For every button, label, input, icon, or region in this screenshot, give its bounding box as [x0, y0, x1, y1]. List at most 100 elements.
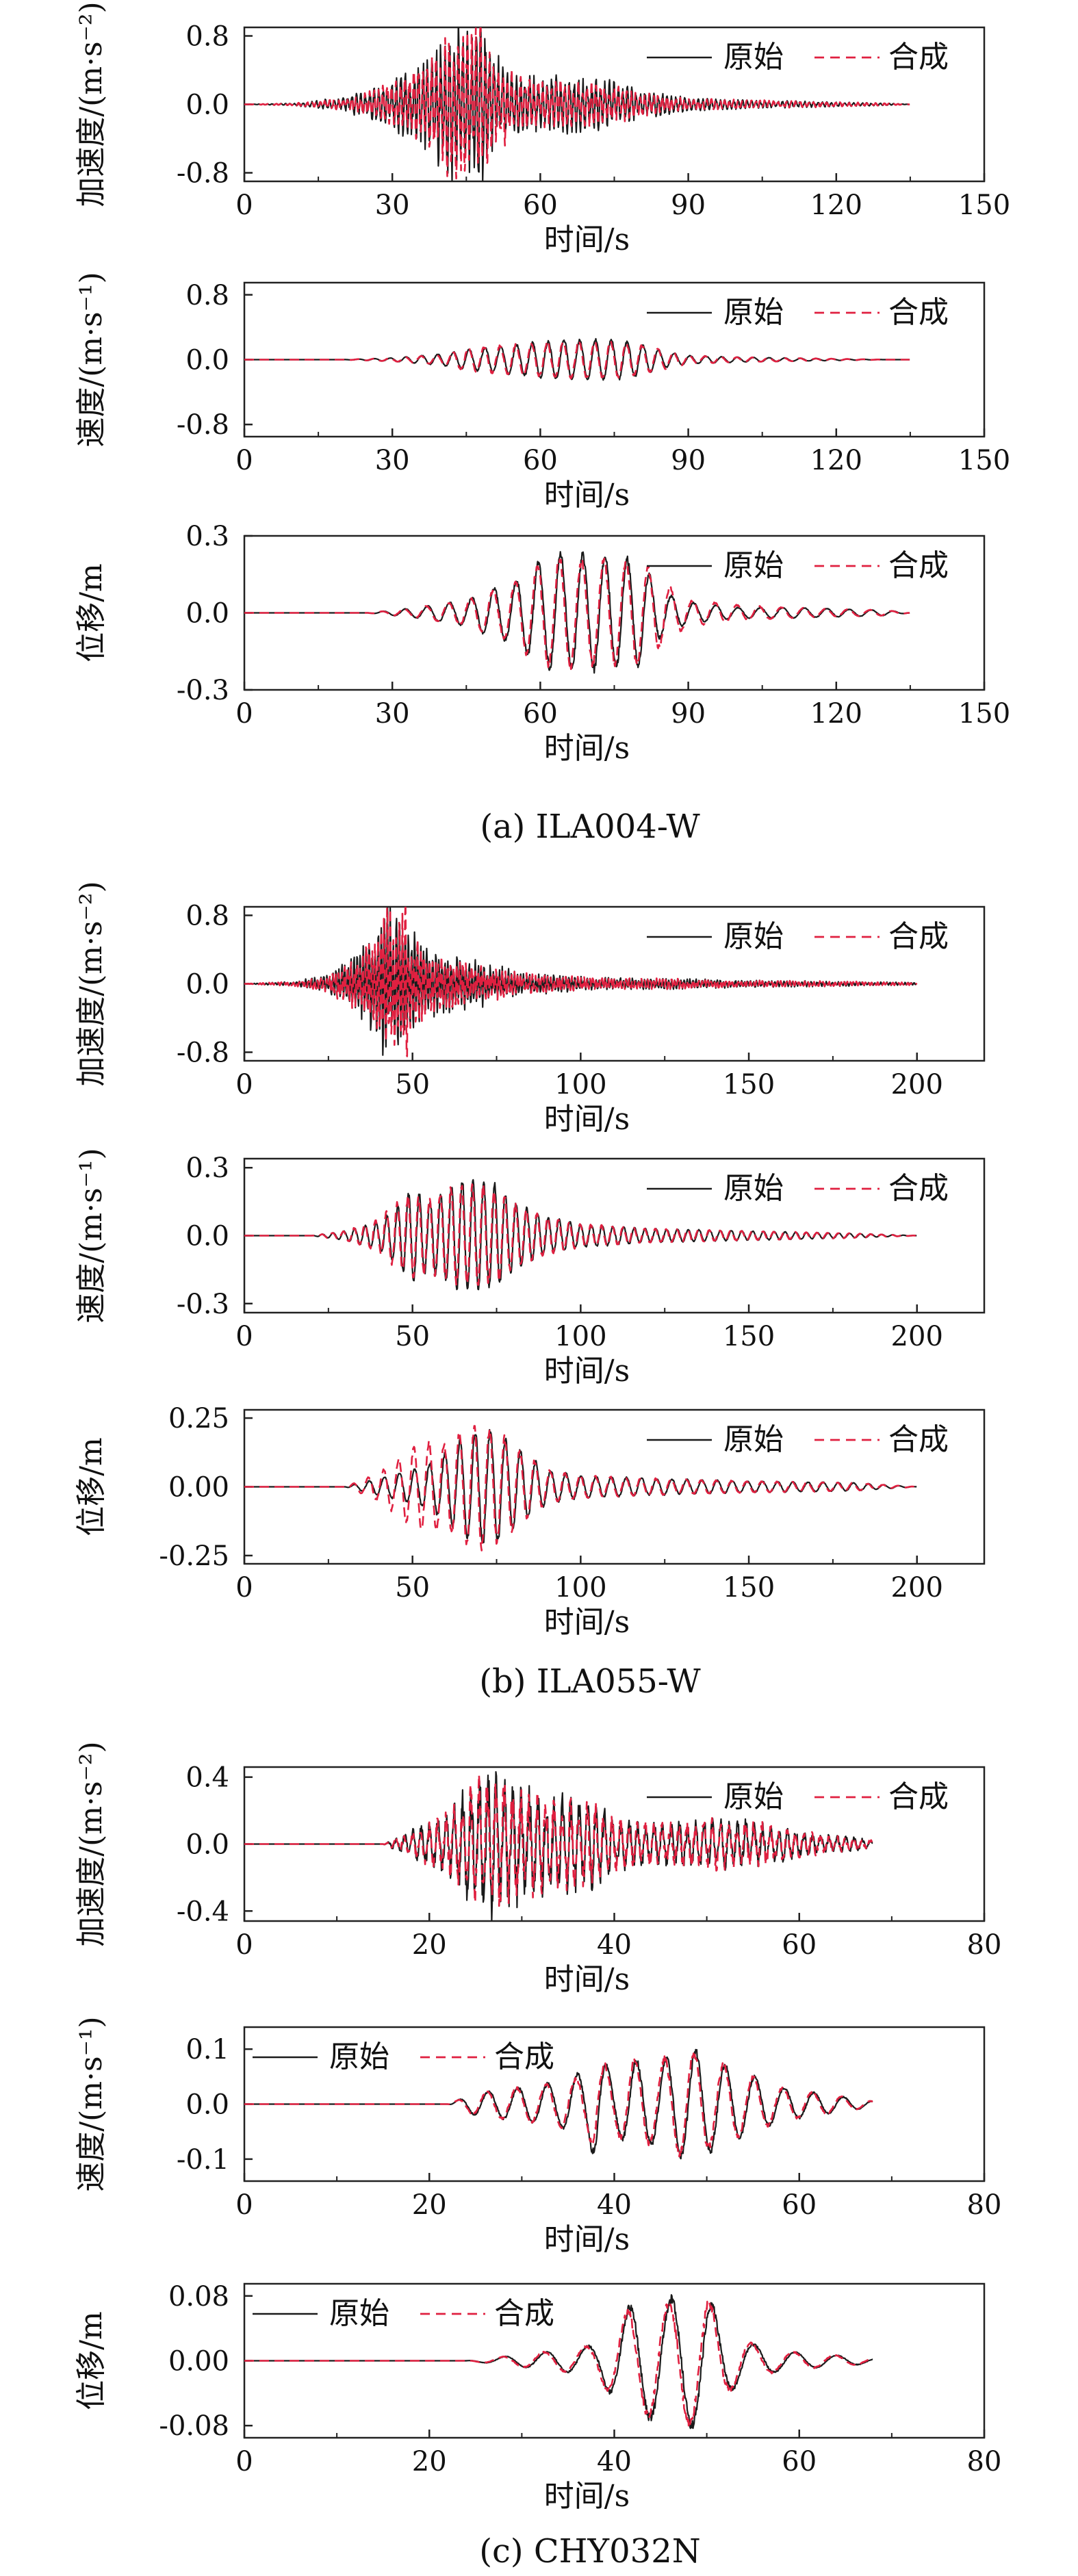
y-tick-label: 0.8 — [185, 901, 229, 932]
y-tick-label: 0.0 — [185, 969, 229, 1001]
x-axis-label: 时间/s — [544, 2222, 630, 2257]
x-tick-label: 30 — [375, 698, 410, 730]
x-tick-label: 0 — [235, 1572, 253, 1603]
series-synthetic-line — [244, 557, 910, 670]
y-tick-label: 0.0 — [185, 90, 229, 121]
series-synthetic-line — [244, 2300, 873, 2430]
series-synthetic-line — [244, 2051, 873, 2159]
y-tick-label: 0.3 — [185, 1152, 229, 1184]
y-tick-label: -0.08 — [159, 2410, 229, 2442]
legend-original-label: 原始 — [723, 295, 784, 330]
y-tick-label: 0.0 — [185, 2089, 229, 2121]
x-tick-label: 90 — [671, 190, 706, 221]
y-tick-label: 0.4 — [185, 1762, 229, 1794]
x-tick-label: 40 — [597, 2446, 632, 2477]
x-tick-label: 20 — [412, 1929, 447, 1961]
y-tick-label: -0.1 — [177, 2144, 229, 2176]
x-tick-label: 150 — [723, 1572, 775, 1603]
legend-synthetic-label: 合成 — [888, 40, 949, 75]
x-axis-label: 时间/s — [544, 1962, 630, 1997]
y-tick-label: 0.0 — [185, 598, 229, 630]
x-tick-label: 0 — [235, 2189, 253, 2221]
x-tick-label: 60 — [782, 2189, 817, 2221]
y-tick-label: -0.3 — [177, 1289, 229, 1320]
series-original-line — [244, 2294, 873, 2430]
legend-original-label: 原始 — [723, 1779, 784, 1814]
y-tick-label: -0.25 — [159, 1541, 229, 1572]
x-tick-label: 100 — [554, 1572, 606, 1603]
series-synthetic-line — [244, 1425, 917, 1551]
x-tick-label: 90 — [671, 698, 706, 730]
legend-original-label: 原始 — [723, 1171, 784, 1206]
series-synthetic-line — [244, 27, 910, 180]
series-synthetic-line — [244, 907, 918, 1057]
y-axis-label: 位移/m — [74, 1437, 109, 1536]
panel-ila055-w-velocity: 0 50 100 150 200 0.3 0.0 -0.3 时间/s 速度/(m·s⁻¹) 原始 合成 — [74, 1148, 986, 1389]
x-tick-label: 0 — [235, 1321, 253, 1352]
legend-original-label: 原始 — [723, 548, 784, 583]
x-tick-label: 60 — [523, 190, 558, 221]
x-tick-label: 40 — [597, 2189, 632, 2221]
x-tick-label: 80 — [967, 2446, 1002, 2477]
legend-original-label: 原始 — [329, 2296, 389, 2331]
x-tick-label: 30 — [375, 445, 410, 476]
x-axis-label: 时间/s — [544, 1605, 630, 1640]
panel-ila004-w-displacement: 0 30 60 90 120 150 0.3 0.0 -0.3 时间/s 位移/m 原始 合成 — [74, 521, 1010, 766]
x-tick-label: 50 — [395, 1069, 430, 1100]
series-synthetic-line — [244, 1183, 917, 1286]
series-original-line — [244, 1429, 917, 1544]
x-tick-label: 120 — [810, 698, 862, 730]
x-tick-label: 0 — [235, 190, 253, 221]
y-tick-label: 0.0 — [185, 345, 229, 376]
legend-synthetic-label: 合成 — [494, 2039, 554, 2074]
panel-chy032n-velocity: 0 20 40 60 80 0.1 0.0 -0.1 时间/s 速度/(m·s⁻¹) 原始 合成 — [74, 2016, 1001, 2257]
x-tick-label: 0 — [235, 2446, 253, 2477]
x-tick-label: 60 — [782, 2446, 817, 2477]
y-axis-label: 加速度/(m·s⁻²) — [74, 881, 109, 1086]
y-tick-label: 0.00 — [168, 1472, 229, 1504]
y-axis-label: 速度/(m·s⁻¹) — [74, 272, 109, 447]
y-axis-label: 位移/m — [74, 563, 109, 662]
y-tick-label: 0.8 — [185, 21, 229, 53]
caption-a: (a) ILA004-W — [480, 808, 700, 846]
legend-original-label: 原始 — [723, 919, 784, 954]
x-axis-label: 时间/s — [544, 2479, 630, 2514]
y-tick-label: 0.0 — [185, 1829, 229, 1861]
x-tick-label: 200 — [891, 1069, 943, 1100]
caption-b: (b) ILA055-W — [479, 1662, 701, 1701]
panel-chy032n-displacement: 0 20 40 60 80 0.08 0.00 -0.08 时间/s 位移/m 原始 合成 — [74, 2281, 1001, 2514]
x-tick-label: 0 — [235, 698, 253, 730]
panel-ila004-w-acceleration: 0 30 60 90 120 150 0.8 0.0 -0.8 时间/s 加速度/(m·s⁻²) 原始… — [74, 1, 1010, 257]
x-axis-label: 时间/s — [544, 1102, 630, 1137]
x-axis-label: 时间/s — [544, 1354, 630, 1389]
x-tick-label: 120 — [810, 190, 862, 221]
caption-c: (c) CHY032N — [479, 2532, 700, 2571]
x-tick-label: 80 — [967, 1929, 1002, 1961]
panel-ila055-w-displacement: 0 50 100 150 200 0.25 0.00 -0.25 时间/s 位移/m 原始 合成 — [74, 1403, 986, 1640]
legend-synthetic-label: 合成 — [888, 1422, 949, 1457]
x-axis-label: 时间/s — [544, 222, 630, 257]
x-tick-label: 0 — [235, 1069, 253, 1100]
x-tick-label: 90 — [671, 445, 706, 476]
x-tick-label: 50 — [395, 1572, 430, 1603]
x-tick-label: 30 — [375, 190, 410, 221]
panel-ila055-w-acceleration: 0 50 100 150 200 0.8 0.0 -0.8 时间/s 加速度/(m·s⁻²) 原始 合… — [74, 881, 986, 1137]
y-tick-label: 0.1 — [185, 2034, 229, 2065]
legend-original-label: 原始 — [723, 1422, 784, 1457]
y-axis-label: 加速度/(m·s⁻²) — [74, 1741, 109, 1946]
x-tick-label: 60 — [782, 1929, 817, 1961]
x-tick-label: 0 — [235, 1929, 253, 1961]
legend-synthetic-label: 合成 — [888, 548, 949, 583]
y-tick-label: -0.8 — [177, 1038, 229, 1069]
y-tick-label: 0.25 — [168, 1403, 229, 1434]
x-tick-label: 0 — [235, 445, 253, 476]
series-synthetic-line — [244, 1773, 874, 1907]
x-axis-label: 时间/s — [544, 478, 630, 513]
legend-original-label: 原始 — [329, 2039, 389, 2074]
y-axis-label: 加速度/(m·s⁻²) — [74, 1, 109, 207]
x-tick-label: 50 — [395, 1321, 430, 1352]
x-tick-label: 60 — [523, 445, 558, 476]
x-tick-label: 150 — [958, 698, 1010, 730]
y-tick-label: 0.00 — [168, 2346, 229, 2378]
